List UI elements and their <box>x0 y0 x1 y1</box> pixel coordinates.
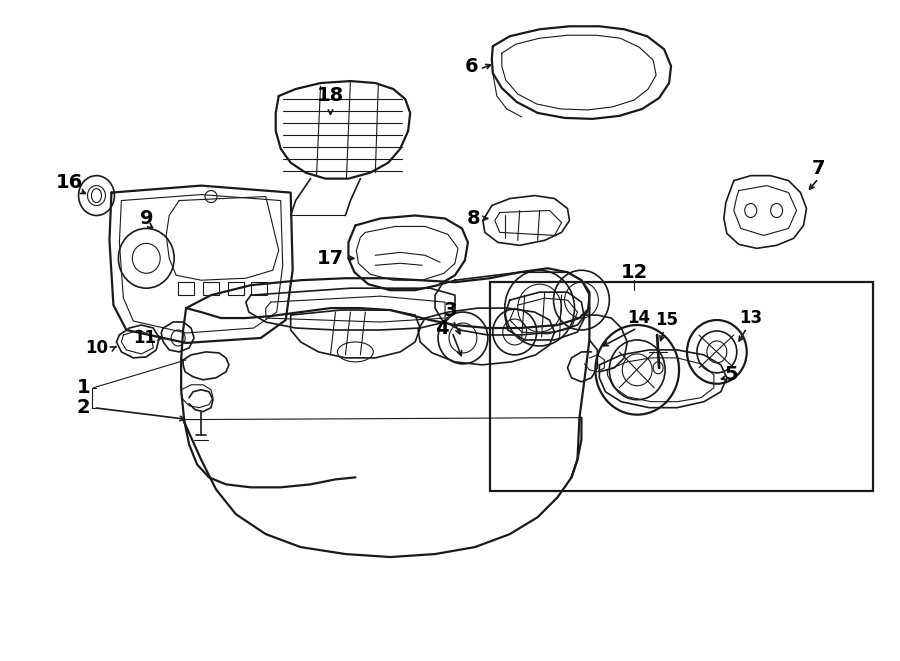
Text: 3: 3 <box>443 301 456 319</box>
Text: 9: 9 <box>140 209 153 228</box>
Bar <box>490 282 873 491</box>
Text: 8: 8 <box>467 209 481 228</box>
Text: 17: 17 <box>317 249 344 268</box>
Text: 5: 5 <box>724 366 738 384</box>
Text: 13: 13 <box>739 309 762 327</box>
Text: 2: 2 <box>76 398 90 417</box>
Text: 10: 10 <box>85 339 108 357</box>
Text: 18: 18 <box>317 87 344 106</box>
Text: 12: 12 <box>621 262 648 282</box>
Text: 4: 4 <box>436 319 449 338</box>
Text: 1: 1 <box>76 378 90 397</box>
Text: 11: 11 <box>133 329 156 347</box>
Text: 14: 14 <box>627 309 651 327</box>
Text: 7: 7 <box>812 159 825 178</box>
Text: 16: 16 <box>56 173 83 192</box>
Text: 15: 15 <box>655 311 679 329</box>
Text: 6: 6 <box>465 57 479 75</box>
